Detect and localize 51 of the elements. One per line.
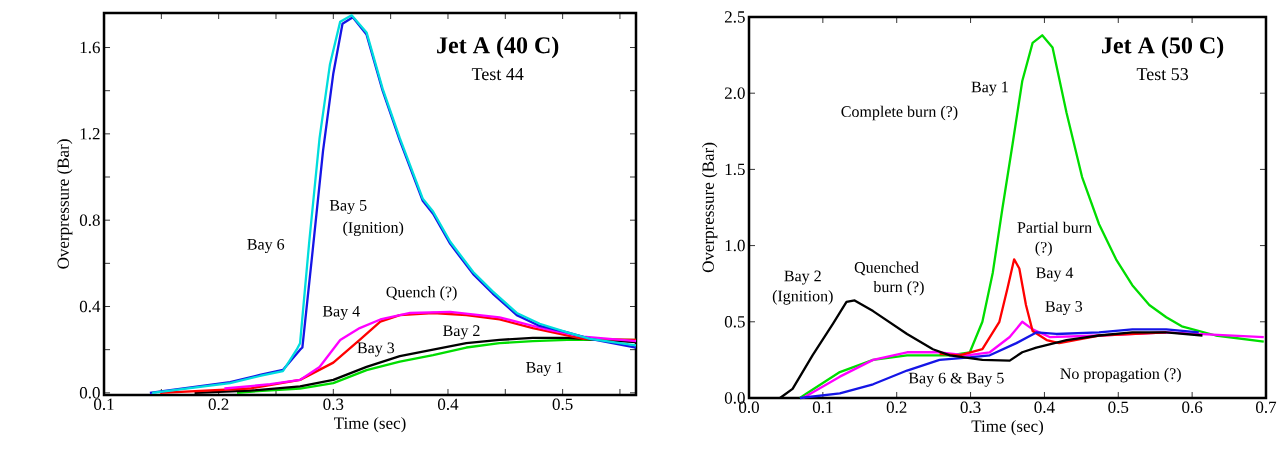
x-tick-label: 0.3 — [960, 401, 981, 414]
x-tick-label: 0.2 — [208, 398, 229, 411]
y-tick-label: 0.8 — [79, 214, 100, 226]
text: Test 44 — [471, 68, 524, 81]
annotation: Quench (?) — [386, 286, 457, 301]
annotation: Bay 4 — [322, 305, 360, 320]
x-tick-label: 0.5 — [552, 398, 573, 411]
x-axis-title: Time (sec) — [334, 416, 406, 433]
y-tick-label: 2.0 — [724, 87, 745, 99]
text: Test 53 — [1136, 68, 1189, 81]
y-tick-label: 1.6 — [80, 41, 100, 54]
annotation: Bay 2 — [443, 325, 480, 340]
y-tick-label: 0.4 — [79, 300, 101, 313]
annotation: (?) — [1035, 241, 1052, 256]
x-axis-title: Time (sec) — [971, 419, 1044, 436]
x-tick-label: 0.1 — [94, 398, 114, 411]
annotation: Bay 4 — [1036, 267, 1074, 282]
annotation: Bay 6 — [247, 239, 285, 254]
x-tick-label: 0.5 — [1108, 401, 1129, 414]
annotation: burn (?) — [873, 281, 924, 296]
x-tick-label: 0.7 — [1256, 401, 1277, 414]
y-tick-label: 0.0 — [79, 387, 100, 399]
annotation: Bay 1 — [971, 81, 1008, 96]
annotation: Bay 2 — [784, 270, 821, 285]
x-tick-label: 0.1 — [812, 401, 833, 414]
x-tick-label: 0.4 — [437, 398, 459, 411]
annotation: Bay 1 — [526, 362, 563, 377]
y-tick-label: 1.2 — [80, 128, 100, 140]
y-axis-title: Overpressure (Bar) — [56, 139, 73, 269]
y-axis-title: Overpressure (Bar) — [701, 142, 718, 273]
x-tick-label: 0.4 — [1034, 401, 1055, 414]
annotation: (Ignition) — [343, 221, 404, 237]
annotation: (Ignition) — [772, 290, 833, 305]
annotation: No propagation (?) — [1060, 367, 1181, 383]
y-tick-label: 1.0 — [725, 239, 745, 252]
x-tick-label: 0.6 — [1182, 401, 1203, 414]
text: Jet A (40 C) — [437, 36, 559, 59]
annotation: Bay 5 — [329, 200, 367, 215]
x-tick-label: 0.2 — [886, 401, 907, 414]
annotation: Bay 3 — [357, 342, 395, 357]
annotation: Quenched — [854, 261, 919, 276]
y-tick-label: 2.5 — [724, 11, 745, 23]
x-tick-label: 0.3 — [323, 398, 344, 411]
annotation: Bay 6 & Bay 5 — [908, 372, 1004, 387]
line-series — [798, 328, 1200, 400]
annotation: Bay 3 — [1045, 301, 1083, 316]
annotation: Complete burn (?) — [841, 105, 958, 121]
annotation: Partial burn — [1017, 221, 1092, 233]
y-tick-label: 1.5 — [725, 163, 745, 176]
y-tick-label: 0.5 — [724, 316, 745, 328]
text: Jet A (50 C) — [1102, 36, 1224, 59]
